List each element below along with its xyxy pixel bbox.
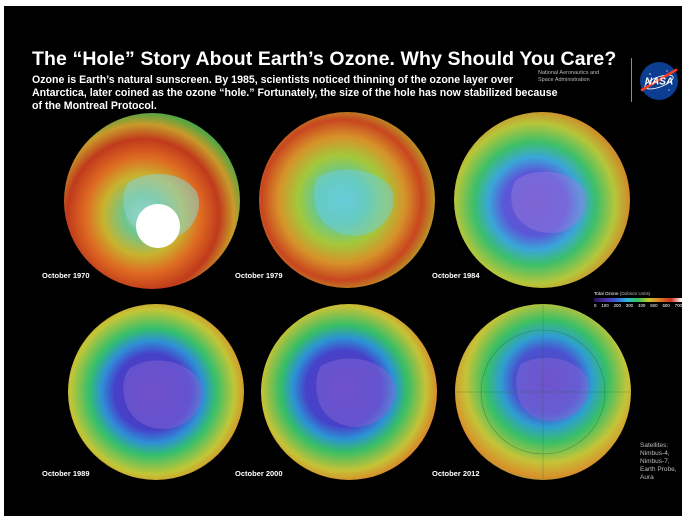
- legend-tick: 500: [650, 303, 658, 308]
- legend-tick: 200: [613, 303, 621, 308]
- continent-outline: [511, 171, 587, 234]
- caption-1970: October 1970: [42, 271, 90, 280]
- caption-1979: October 1979: [235, 271, 283, 280]
- legend-tick: 400: [638, 303, 646, 308]
- nasa-logo: NASA: [640, 62, 678, 100]
- page-title: The “Hole” Story About Earth’s Ozone. Wh…: [32, 48, 617, 70]
- agency-name-line2: Space Administration: [538, 77, 590, 83]
- satellites-label: Satellites:: [640, 442, 669, 449]
- nasa-logo-text: NASA: [645, 77, 673, 88]
- legend-title-text: Total Ozone: [594, 291, 619, 296]
- agency-name-line1: National Aeronautics and: [538, 70, 600, 76]
- poster: The “Hole” Story About Earth’s Ozone. Wh…: [4, 6, 682, 516]
- caption-1989: October 1989: [42, 469, 90, 478]
- satellites-note: Satellites: Nimbus-4, Nimbus-7, Earth Pr…: [640, 442, 677, 482]
- ozone-legend: Total Ozone (Dobson Units) 0 100 200 300…: [594, 291, 682, 308]
- caption-1984: October 1984: [432, 271, 480, 280]
- ozone-map-1984: [454, 112, 630, 288]
- legend-units: (Dobson Units): [619, 291, 651, 296]
- legend-tick: 100: [601, 303, 609, 308]
- ozone-map-2000: [261, 304, 437, 480]
- continent-outline: [516, 357, 589, 422]
- ozone-map-1979: [259, 112, 435, 288]
- continent-outline: [123, 360, 203, 429]
- legend-tick: 700: [674, 303, 682, 308]
- continent-outline: [314, 169, 394, 236]
- ozone-map-1970: [64, 113, 240, 289]
- satellite-item: Nimbus-4,: [640, 450, 670, 457]
- legend-tick: 0: [594, 303, 597, 308]
- page-subtitle: Ozone is Earth’s natural sunscreen. By 1…: [32, 74, 558, 112]
- legend-tick: 600: [662, 303, 670, 308]
- satellite-item: Aura: [640, 474, 654, 481]
- legend-color-bar: [594, 298, 682, 302]
- missing-data-disc: [136, 204, 180, 248]
- ozone-map-1989: [68, 304, 244, 480]
- satellite-item: Nimbus-7,: [640, 458, 670, 465]
- legend-tick: 300: [625, 303, 634, 308]
- continent-outline: [316, 358, 396, 427]
- caption-2012: October 2012: [432, 469, 480, 478]
- satellite-item: Earth Probe,: [640, 466, 677, 473]
- header-divider: [631, 58, 632, 102]
- nasa-logo-chevron: [640, 68, 678, 92]
- ozone-map-2012: [455, 304, 631, 480]
- legend-ticks: 0 100 200 300 400 500 600 700: [594, 303, 682, 308]
- legend-title: Total Ozone (Dobson Units): [594, 291, 682, 296]
- agency-name: National Aeronautics and Space Administr…: [538, 70, 624, 84]
- caption-2000: October 2000: [235, 469, 283, 478]
